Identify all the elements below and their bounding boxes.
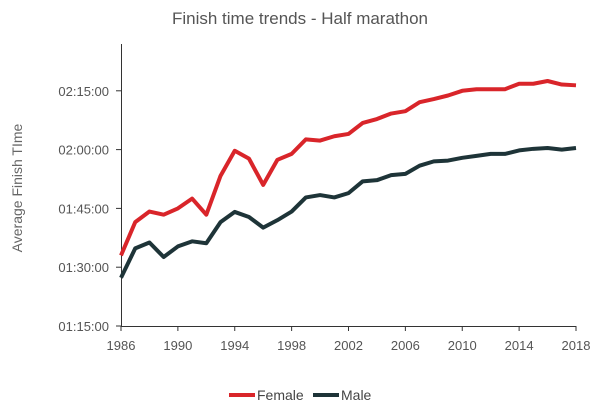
series-group <box>119 79 577 279</box>
x-tick-label: 2010 <box>448 338 477 353</box>
y-tick-label: 01:30:00 <box>58 260 109 275</box>
chart-title: Finish time trends - Half marathon <box>172 9 428 28</box>
series-line-male <box>119 146 577 279</box>
x-tick-label: 2002 <box>334 338 363 353</box>
y-tick-label: 02:00:00 <box>58 143 109 158</box>
y-tick-label: 01:45:00 <box>58 201 109 216</box>
x-tick-label: 1990 <box>163 338 192 353</box>
y-axis-ticks: 01:15:00 01:30:00 01:45:00 02:00:00 02:15:00 <box>58 84 121 334</box>
x-tick-label: 2006 <box>391 338 420 353</box>
legend: Female Male <box>229 387 372 403</box>
series-line-female <box>119 79 577 257</box>
y-tick-label: 01:15:00 <box>58 319 109 334</box>
x-tick-label: 1998 <box>277 338 306 353</box>
x-tick-label: 2014 <box>505 338 534 353</box>
legend-label-female: Female <box>257 387 304 403</box>
x-tick-label: 1986 <box>107 338 136 353</box>
x-tick-label: 2018 <box>562 338 591 353</box>
y-axis-label: Average Finish TIme <box>9 123 25 252</box>
y-tick-label: 02:15:00 <box>58 84 109 99</box>
x-axis-ticks: 1986 1990 1994 1998 2002 2006 2010 2014 2018 <box>107 326 591 353</box>
x-tick-label: 1994 <box>220 338 249 353</box>
legend-label-male: Male <box>341 387 372 403</box>
